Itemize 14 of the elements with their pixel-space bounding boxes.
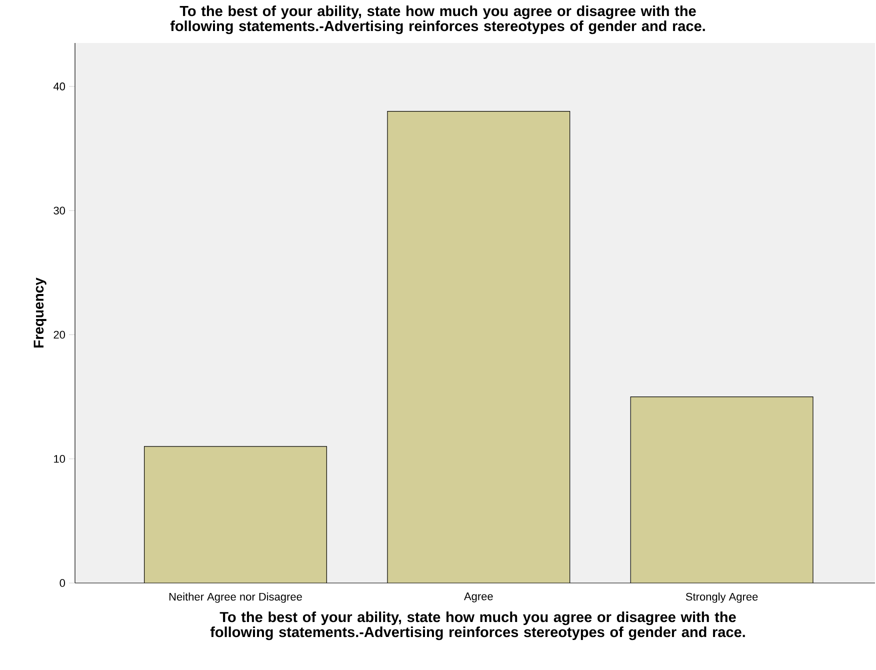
x-tick-label: Neither Agree nor Disagree xyxy=(169,592,302,603)
chart-title: To the best of your ability, state how much you agree or disagree with the following statements.-Advertising reinforces stereotypes of gender and race. xyxy=(170,6,705,34)
y-tick-label: 20 xyxy=(54,330,66,339)
x-tick-label: Strongly Agree xyxy=(686,592,758,603)
y-tick-label: 40 xyxy=(53,82,66,90)
y-tick-label: 0 xyxy=(60,579,66,587)
bar xyxy=(387,111,570,583)
bar xyxy=(144,446,327,583)
x-axis-title: To the best of your ability, state how much you agree or disagree with the following statements.-Advertising reinforces stereotypes of gender and race. xyxy=(210,612,745,640)
bar xyxy=(630,396,814,583)
y-tick-label: 30 xyxy=(54,206,66,214)
x-tick-label: Agree xyxy=(464,592,493,602)
y-tick-label: 10 xyxy=(54,454,66,463)
y-axis-title: Frequency xyxy=(34,278,46,348)
